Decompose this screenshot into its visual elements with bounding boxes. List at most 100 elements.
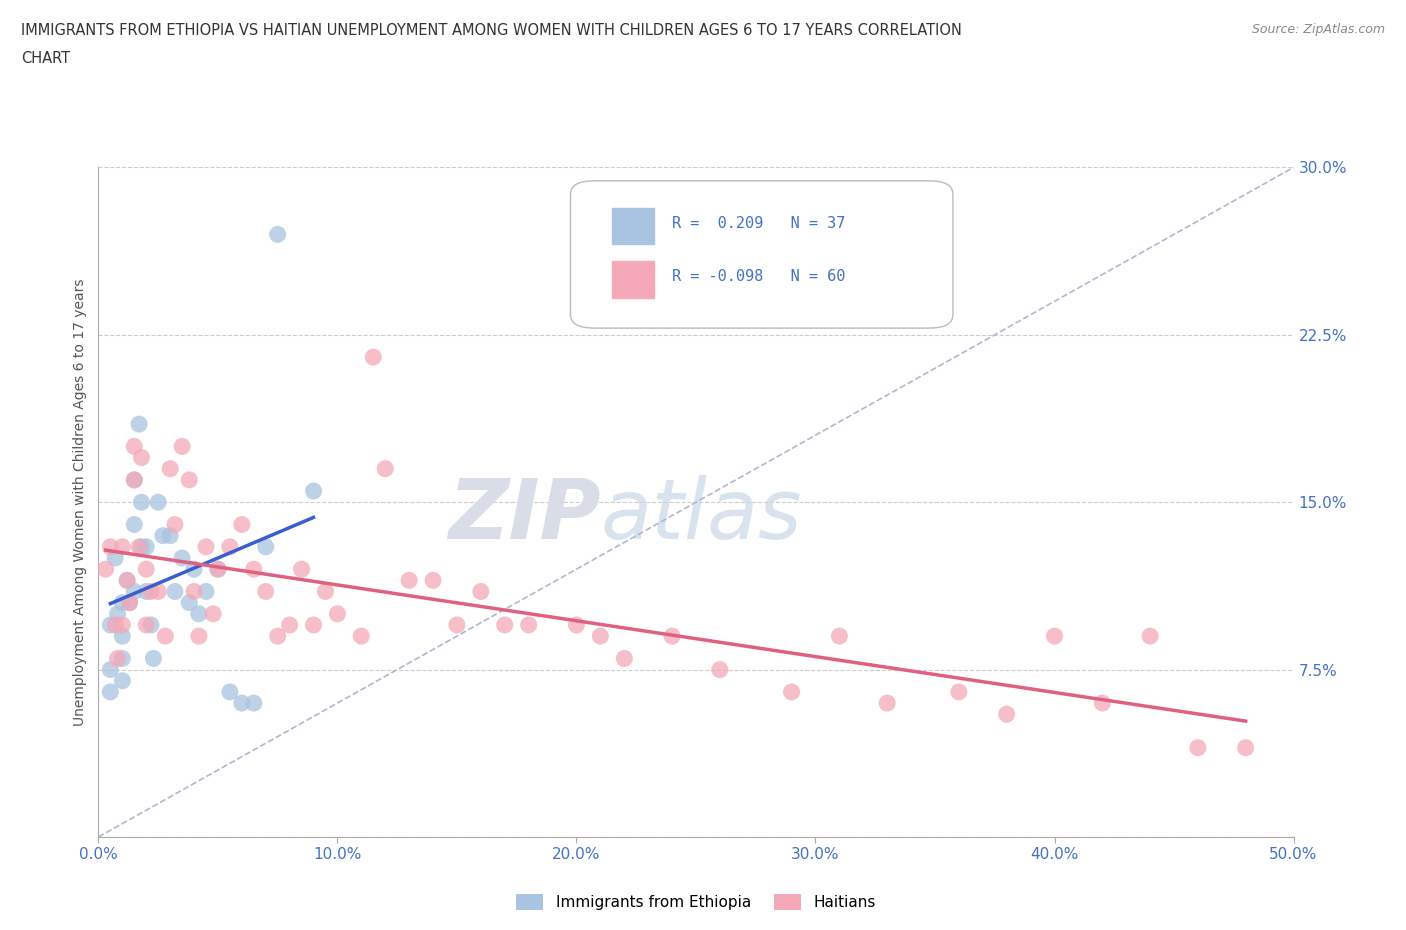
Point [219, 684, 242, 699]
Point [163, 517, 186, 532]
Point [124, 472, 146, 487]
Point [135, 562, 157, 577]
Point [124, 472, 146, 487]
Point [172, 551, 194, 565]
Point [124, 517, 146, 532]
Point [159, 461, 181, 476]
Point [517, 618, 540, 632]
Point [350, 629, 373, 644]
Point [118, 595, 141, 610]
Point [948, 684, 970, 699]
Point [179, 595, 201, 610]
Point [243, 562, 266, 577]
Point [98, 684, 122, 699]
Point [267, 629, 290, 644]
Point [111, 539, 134, 554]
Point [107, 651, 129, 666]
Point [94, 562, 117, 577]
Point [589, 629, 612, 644]
Point [104, 551, 127, 565]
Point [207, 562, 229, 577]
Text: atlas: atlas [600, 475, 801, 556]
Point [148, 495, 170, 510]
Point [159, 528, 181, 543]
Point [243, 696, 266, 711]
Point [326, 606, 349, 621]
Point [139, 618, 162, 632]
Text: Source: ZipAtlas.com: Source: ZipAtlas.com [1251, 23, 1385, 36]
Point [302, 618, 325, 632]
Point [1043, 629, 1066, 644]
Text: R = -0.098   N = 60: R = -0.098 N = 60 [672, 269, 845, 285]
Point [124, 584, 146, 599]
Point [219, 539, 242, 554]
Point [470, 584, 492, 599]
Point [661, 629, 683, 644]
Point [98, 539, 122, 554]
Point [1139, 629, 1161, 644]
Point [1234, 740, 1257, 755]
Point [111, 595, 134, 610]
Point [148, 584, 170, 599]
Point [1187, 740, 1209, 755]
Text: IMMIGRANTS FROM ETHIOPIA VS HAITIAN UNEMPLOYMENT AMONG WOMEN WITH CHILDREN AGES : IMMIGRANTS FROM ETHIOPIA VS HAITIAN UNEM… [21, 23, 962, 38]
Point [278, 618, 301, 632]
Point [363, 350, 385, 365]
Point [98, 618, 122, 632]
Bar [612, 261, 654, 298]
Text: ZIP: ZIP [447, 475, 600, 556]
Point [254, 584, 277, 599]
Point [231, 517, 253, 532]
Point [207, 562, 229, 577]
Point [135, 618, 157, 632]
Point [115, 573, 138, 588]
Point [565, 618, 588, 632]
Point [398, 573, 420, 588]
Point [135, 539, 157, 554]
Point [995, 707, 1018, 722]
Point [179, 472, 201, 487]
Point [267, 227, 290, 242]
Point [172, 439, 194, 454]
Point [254, 539, 277, 554]
Text: R =  0.209   N = 37: R = 0.209 N = 37 [672, 216, 845, 231]
Point [104, 618, 127, 632]
Point [131, 495, 153, 510]
Y-axis label: Unemployment Among Women with Children Ages 6 to 17 years: Unemployment Among Women with Children A… [73, 278, 87, 726]
Point [128, 417, 150, 432]
FancyBboxPatch shape [571, 180, 953, 328]
Point [115, 573, 138, 588]
Point [163, 584, 186, 599]
Point [374, 461, 396, 476]
Point [422, 573, 444, 588]
Point [828, 629, 851, 644]
Point [111, 618, 134, 632]
Point [194, 584, 217, 599]
Point [183, 562, 205, 577]
Point [446, 618, 468, 632]
Point [111, 651, 134, 666]
Legend: Immigrants from Ethiopia, Haitians: Immigrants from Ethiopia, Haitians [510, 888, 882, 916]
Point [142, 651, 165, 666]
Point [876, 696, 898, 711]
Point [194, 539, 217, 554]
Point [111, 629, 134, 644]
Point [613, 651, 636, 666]
Point [1091, 696, 1114, 711]
Point [187, 606, 209, 621]
Point [152, 528, 174, 543]
Point [139, 584, 162, 599]
Point [111, 673, 134, 688]
Point [107, 606, 129, 621]
Point [315, 584, 337, 599]
Point [131, 450, 153, 465]
Point [290, 562, 312, 577]
Bar [612, 207, 654, 245]
Point [709, 662, 731, 677]
Point [494, 618, 516, 632]
Point [183, 584, 205, 599]
Point [131, 539, 153, 554]
Point [98, 662, 122, 677]
Point [302, 484, 325, 498]
Text: CHART: CHART [21, 51, 70, 66]
